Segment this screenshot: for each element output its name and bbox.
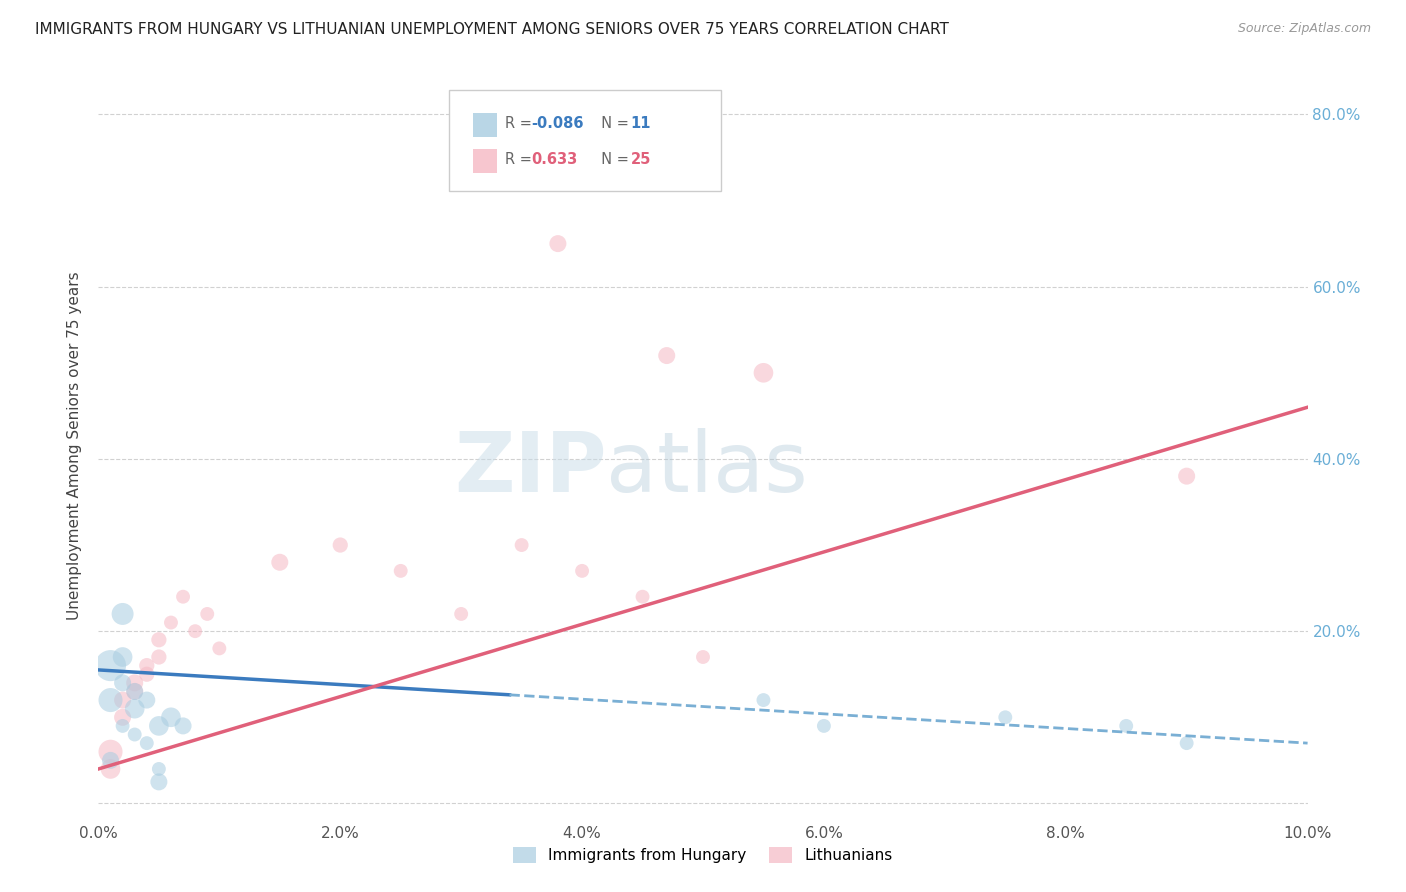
Text: IMMIGRANTS FROM HUNGARY VS LITHUANIAN UNEMPLOYMENT AMONG SENIORS OVER 75 YEARS C: IMMIGRANTS FROM HUNGARY VS LITHUANIAN UN… xyxy=(35,22,949,37)
Text: 0.633: 0.633 xyxy=(531,153,578,168)
Point xyxy=(111,693,134,707)
Point xyxy=(692,650,714,665)
Point xyxy=(389,564,412,578)
Text: 25: 25 xyxy=(630,153,651,168)
Point xyxy=(124,676,146,690)
Point xyxy=(111,710,134,724)
Text: N =: N = xyxy=(592,116,633,131)
Text: R =: R = xyxy=(505,153,536,168)
FancyBboxPatch shape xyxy=(474,149,498,173)
Point xyxy=(172,719,194,733)
Point xyxy=(269,555,291,569)
Point xyxy=(100,753,122,767)
Point xyxy=(208,641,231,656)
Point xyxy=(1175,469,1198,483)
Text: atlas: atlas xyxy=(606,428,808,509)
Text: 11: 11 xyxy=(630,116,651,131)
Point xyxy=(135,693,157,707)
Point xyxy=(329,538,352,552)
Point xyxy=(100,745,122,759)
Text: R =: R = xyxy=(505,116,536,131)
Legend: Immigrants from Hungary, Lithuanians: Immigrants from Hungary, Lithuanians xyxy=(508,841,898,869)
Point xyxy=(100,762,122,776)
Point xyxy=(450,607,472,621)
Point xyxy=(135,667,157,681)
Point xyxy=(100,658,122,673)
Point xyxy=(111,650,134,665)
Point xyxy=(111,607,134,621)
Point xyxy=(148,775,170,789)
Point xyxy=(184,624,207,639)
Point xyxy=(111,719,134,733)
FancyBboxPatch shape xyxy=(449,90,721,191)
Point xyxy=(124,684,146,698)
Point xyxy=(160,710,183,724)
Point xyxy=(148,632,170,647)
Point xyxy=(100,693,122,707)
Point xyxy=(631,590,654,604)
Y-axis label: Unemployment Among Seniors over 75 years: Unemployment Among Seniors over 75 years xyxy=(67,272,83,620)
Point xyxy=(547,236,569,251)
Point xyxy=(195,607,218,621)
Point xyxy=(655,349,678,363)
Point xyxy=(148,650,170,665)
FancyBboxPatch shape xyxy=(474,113,498,137)
Text: Source: ZipAtlas.com: Source: ZipAtlas.com xyxy=(1237,22,1371,36)
Text: N =: N = xyxy=(592,153,633,168)
Point xyxy=(172,590,194,604)
Point xyxy=(148,719,170,733)
Point xyxy=(1175,736,1198,750)
Point xyxy=(111,676,134,690)
Point xyxy=(813,719,835,733)
Point xyxy=(148,762,170,776)
Point xyxy=(160,615,183,630)
Point xyxy=(124,684,146,698)
Text: -0.086: -0.086 xyxy=(531,116,583,131)
Point xyxy=(135,736,157,750)
Point xyxy=(135,658,157,673)
Point xyxy=(510,538,533,552)
Point xyxy=(994,710,1017,724)
Point xyxy=(752,693,775,707)
Point xyxy=(124,727,146,741)
Point xyxy=(571,564,593,578)
Text: ZIP: ZIP xyxy=(454,428,606,509)
Point xyxy=(124,701,146,715)
Point xyxy=(752,366,775,380)
Point xyxy=(1115,719,1137,733)
